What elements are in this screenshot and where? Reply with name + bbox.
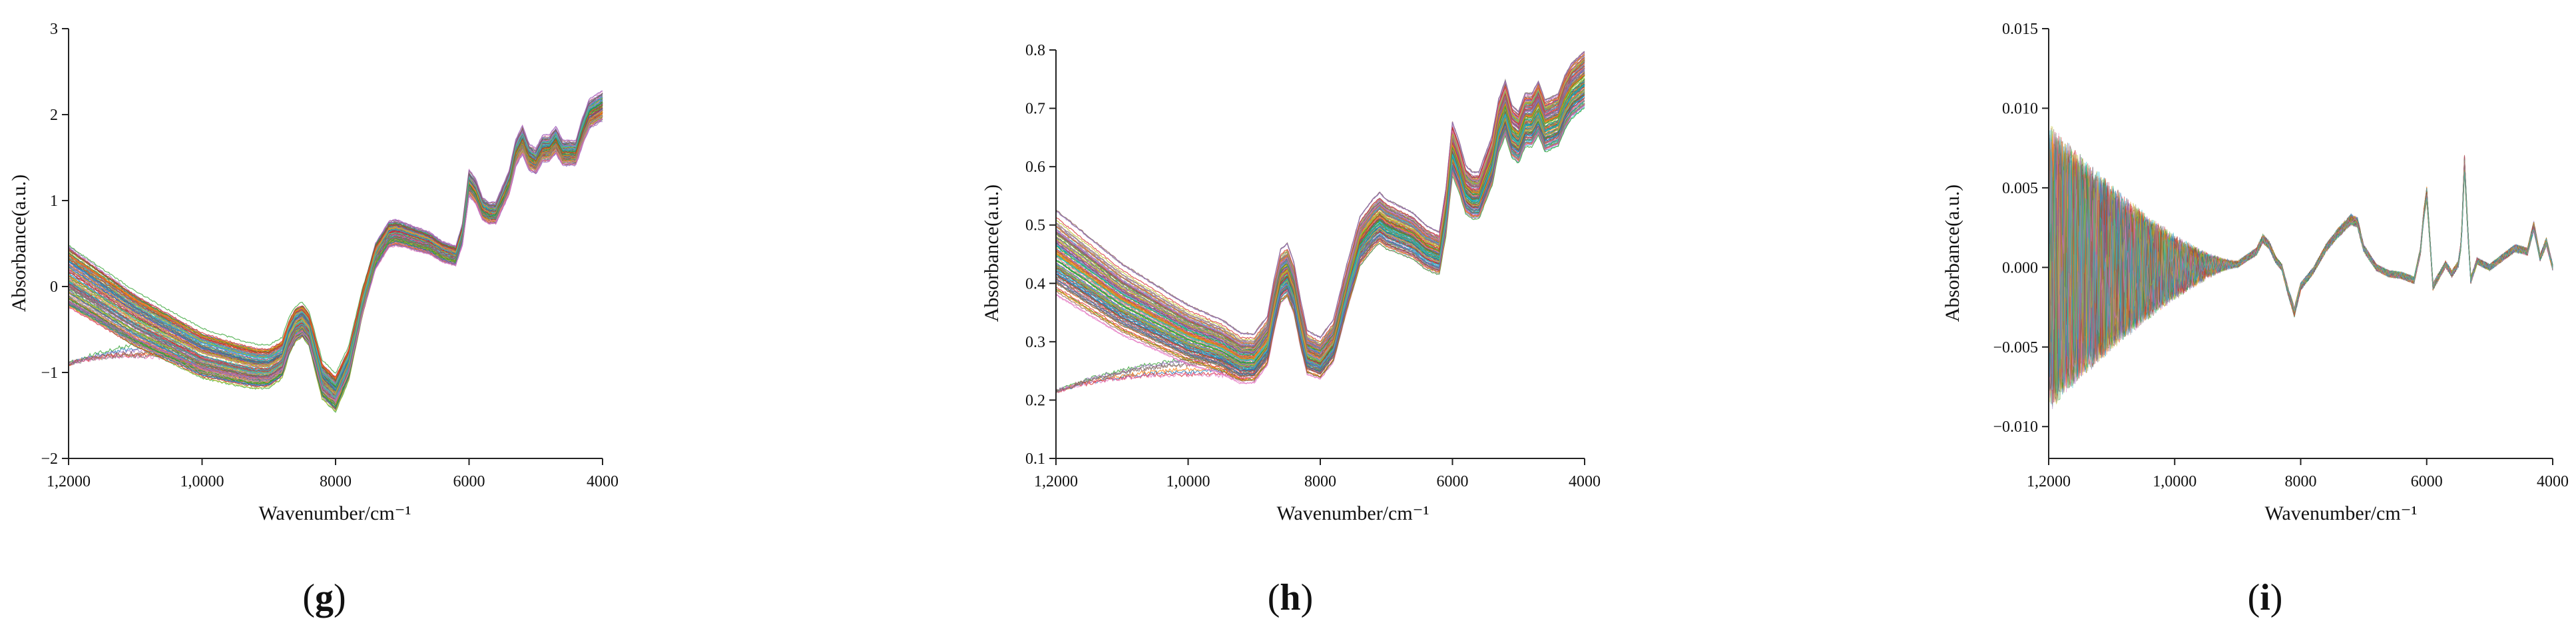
panel-i-x-tick-label: 1,2000 xyxy=(2027,473,2071,490)
panel-g-x-tick-label: 4000 xyxy=(587,473,619,490)
panel-g-y-tick-label: 3 xyxy=(50,21,58,38)
panel-g-y-tick-label: 0 xyxy=(50,279,58,296)
panel-h-y-tick-label: 0.2 xyxy=(1025,392,1045,409)
panel-h-spectrum-line xyxy=(1055,103,1585,362)
panel-g-spectrum-line xyxy=(68,121,603,399)
panel-h-spectrum-line xyxy=(1055,103,1585,382)
panel-g-spectrum-line xyxy=(68,113,603,404)
panel-h-spectrum-line xyxy=(1055,103,1585,368)
panel-h-spectrum-line xyxy=(1055,51,1585,339)
panel-h: 1,2000 1,0000 8000 6000 4000 0.1 0.2 0.3 0.4 0.5 0… xyxy=(981,42,1601,618)
panel-h-plot xyxy=(1055,51,1585,394)
panel-h-y-tick-label: 0.3 xyxy=(1025,334,1045,351)
panel-g-y-tick-label: 1 xyxy=(50,193,58,210)
panel-h-spectrum-line xyxy=(1055,62,1585,368)
panel-i-y-tick-label: 0.010 xyxy=(2002,100,2038,117)
panel-g-spectrum-line xyxy=(68,118,603,400)
panel-g-x-tick-label: 1,2000 xyxy=(47,473,91,490)
panel-h-spectrum-line xyxy=(1055,104,1585,374)
panel-h-y-tick-label: 0.7 xyxy=(1025,101,1045,118)
panel-i-y-tick-label: 0.015 xyxy=(2002,21,2038,38)
panel-h-spectrum-line xyxy=(1055,79,1585,352)
panel-g-x-axis-title: Wavenumber/cm⁻¹ xyxy=(259,502,411,524)
panel-g-spectrum-line xyxy=(68,114,603,406)
panel-i: 1,2000 1,0000 8000 6000 4000 −0.010 −0.005 0.00… xyxy=(1941,21,2569,618)
panel-g-spectrum-line xyxy=(68,113,603,404)
panel-h-x-tick-label: 1,2000 xyxy=(1034,473,1078,490)
panel-g: 1,2000 1,0000 8000 6000 4000 −2 −1 0 1 2 3 Wavenum… xyxy=(8,21,619,618)
panel-g-ticks: 1,2000 1,0000 8000 6000 4000 −2 −1 0 1 2 3 xyxy=(41,21,619,490)
panel-h-y-tick-label: 0.6 xyxy=(1025,159,1045,176)
panel-g-x-tick-label: 8000 xyxy=(320,473,352,490)
panel-h-spectrum-line xyxy=(1055,57,1585,366)
panel-h-spectrum-line xyxy=(1055,105,1585,374)
panel-h-x-tick-label: 8000 xyxy=(1304,473,1336,490)
panel-g-spectrum-line xyxy=(68,115,603,400)
panel-g-spectrum-line xyxy=(68,119,603,400)
panel-h-spectrum-line xyxy=(1055,74,1585,359)
panel-h-y-tick-label: 0.5 xyxy=(1025,217,1045,235)
panel-h-x-axis-title: Wavenumber/cm⁻¹ xyxy=(1277,502,1429,524)
panel-i-y-tick-label: 0.000 xyxy=(2002,259,2038,277)
panel-g-plot xyxy=(68,90,603,413)
panel-i-x-axis-title: Wavenumber/cm⁻¹ xyxy=(2265,502,2418,524)
panel-g-spectrum-line xyxy=(68,97,603,398)
panel-g-y-axis-title: Absorbance(a.u.) xyxy=(8,175,30,313)
panel-h-y-tick-label: 0.4 xyxy=(1025,275,1045,293)
panel-h-x-tick-label: 6000 xyxy=(1437,473,1469,490)
panel-i-y-tick-label: −0.005 xyxy=(1993,339,2038,356)
panel-h-x-tick-label: 1,0000 xyxy=(1166,473,1210,490)
panel-h-y-tick-label: 0.1 xyxy=(1025,450,1045,468)
panel-i-plot xyxy=(2048,125,2553,410)
panel-h-y-tick-label: 0.8 xyxy=(1025,42,1045,59)
panel-i-x-tick-label: 6000 xyxy=(2411,473,2443,490)
panel-h-spectrum-line xyxy=(1055,67,1585,350)
panel-g-spectrum-line xyxy=(68,115,603,401)
panel-g-spectrum-line xyxy=(68,112,603,402)
panel-g-spectrum-line xyxy=(68,113,603,406)
panel-i-x-tick-label: 1,0000 xyxy=(2153,473,2196,490)
panel-g-y-tick-label: −1 xyxy=(41,364,58,382)
panel-g-spectrum-line xyxy=(68,114,603,404)
panel-i-ticks: 1,2000 1,0000 8000 6000 4000 −0.010 −0.005 0.00… xyxy=(1993,21,2569,490)
panel-h-spectrum-line xyxy=(1055,107,1585,381)
panel-h-spectrum-line xyxy=(1055,104,1585,377)
panel-h-spectrum-line xyxy=(1056,97,1585,374)
panel-h-spectrum-line xyxy=(1055,95,1585,376)
panel-h-spectrum-line xyxy=(1055,104,1585,377)
panel-g-x-tick-label: 1,0000 xyxy=(180,473,224,490)
panel-i-caption: (i) xyxy=(2248,577,2283,618)
panel-g-spectrum-line xyxy=(68,119,603,400)
panel-i-y-tick-label: −0.010 xyxy=(1993,418,2038,436)
panel-g-spectrum-line xyxy=(68,119,603,400)
panel-i-x-tick-label: 8000 xyxy=(2285,473,2317,490)
panel-g-y-tick-label: 2 xyxy=(50,107,58,124)
panel-g-y-tick-label: −2 xyxy=(41,450,58,468)
panel-g-spectrum-line xyxy=(68,116,603,394)
panel-h-ticks: 1,2000 1,0000 8000 6000 4000 0.1 0.2 0.3 0.4 0.5 0… xyxy=(1025,42,1601,490)
panel-i-x-tick-label: 4000 xyxy=(2537,473,2569,490)
panel-h-x-tick-label: 4000 xyxy=(1569,473,1601,490)
panel-g-caption: (g) xyxy=(302,577,346,618)
panel-h-caption: (h) xyxy=(1268,577,1313,618)
panel-g-spectrum-line xyxy=(68,101,603,409)
panel-h-y-axis-title: Absorbance(a.u.) xyxy=(981,185,1003,322)
panel-g-spectrum-line xyxy=(68,118,603,404)
panel-i-spectrum-line xyxy=(2048,131,2553,394)
panel-i-y-tick-label: 0.005 xyxy=(2002,180,2038,197)
panel-g-spectrum-line xyxy=(68,117,603,402)
panel-h-spectrum-line xyxy=(1055,104,1585,375)
panel-i-y-axis-title: Absorbance(a.u.) xyxy=(1941,185,1963,322)
panel-h-spectrum-line xyxy=(1055,97,1585,382)
panel-h-spectrum-line xyxy=(1055,84,1585,369)
panel-g-x-tick-label: 6000 xyxy=(453,473,485,490)
panel-g-spectrum-line xyxy=(68,112,603,403)
